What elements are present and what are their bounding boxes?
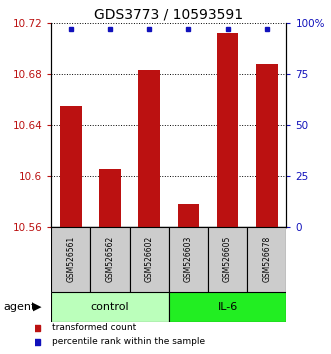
Bar [256,64,277,227]
Bar [169,227,208,292]
Text: control: control [91,302,129,312]
Text: ▶: ▶ [33,302,42,312]
Text: GSM526602: GSM526602 [145,236,154,282]
Bar [60,106,82,227]
Bar [247,227,286,292]
Text: GSM526605: GSM526605 [223,236,232,282]
Text: agent: agent [3,302,36,312]
Bar [130,227,169,292]
Bar [138,70,160,227]
Text: GSM526603: GSM526603 [184,236,193,282]
Bar [208,227,247,292]
Text: IL-6: IL-6 [217,302,238,312]
Bar [217,33,238,227]
Text: percentile rank within the sample: percentile rank within the sample [52,337,206,346]
Text: GSM526562: GSM526562 [106,236,115,282]
Bar [51,292,169,322]
Bar [178,204,199,227]
Bar [169,292,286,322]
Text: GSM526561: GSM526561 [67,236,75,282]
Title: GDS3773 / 10593591: GDS3773 / 10593591 [94,8,243,22]
Bar [90,227,130,292]
Text: GSM526678: GSM526678 [262,236,271,282]
Bar [99,169,121,227]
Text: transformed count: transformed count [52,324,137,332]
Bar [51,227,90,292]
